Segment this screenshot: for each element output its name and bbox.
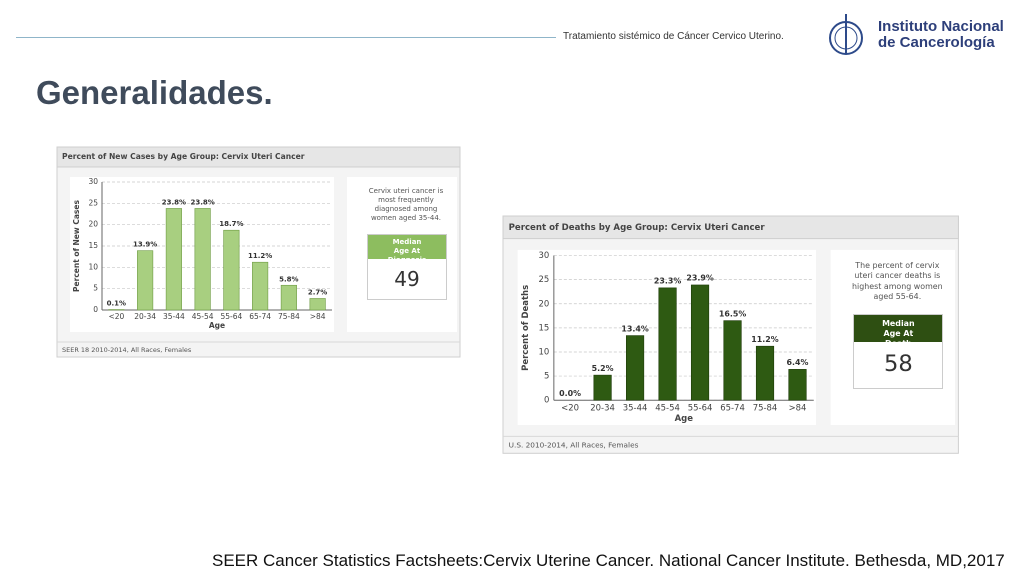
x-axis-label: Age: [675, 413, 694, 423]
y-axis-label: Percent of New Cases: [72, 200, 81, 292]
source-note: U.S. 2010-2014, All Races, Females: [509, 440, 639, 449]
value-label: 11.2%: [248, 252, 272, 260]
value-label: 0.1%: [107, 300, 126, 308]
x-tick-label: 45-54: [655, 403, 680, 413]
value-label: 5.8%: [279, 275, 298, 283]
logo-text: Instituto Nacional de Cancerología: [878, 19, 1004, 51]
bar: [309, 298, 326, 311]
y-tick-label: 10: [539, 346, 550, 356]
value-label: 13.9%: [133, 241, 157, 249]
header-text: Tratamiento sistémico de Cáncer Cervico …: [563, 31, 784, 42]
header-rule: [16, 37, 556, 38]
value-label: 6.4%: [787, 358, 809, 367]
x-tick-label: 20-34: [134, 312, 156, 321]
x-tick-label: 75-84: [278, 312, 300, 321]
note: The percent of cervix uteri cancer death…: [852, 261, 943, 301]
bar: [658, 287, 677, 401]
median-box: Median Age At Death 58: [853, 314, 944, 389]
value-label: 16.5%: [719, 309, 747, 318]
value-label: 0.0%: [559, 389, 581, 398]
value-label: 23.8%: [162, 198, 186, 206]
value-label: 13.4%: [621, 324, 649, 333]
y-tick-label: 30: [88, 177, 98, 186]
bar: [788, 369, 807, 401]
x-tick-label: >84: [310, 312, 326, 321]
bar: [625, 335, 645, 401]
x-tick-label: >84: [789, 403, 807, 413]
y-tick-label: 5: [93, 284, 98, 293]
panel-header: [502, 215, 959, 240]
bar: [165, 208, 182, 311]
median-value: 49: [394, 267, 420, 291]
bar: [194, 208, 211, 311]
x-tick-label: <20: [108, 312, 124, 321]
y-tick-label: 20: [88, 220, 98, 229]
x-axis-label: Age: [209, 321, 225, 330]
note: Cervix uteri cancer is most frequently d…: [368, 187, 444, 222]
y-tick-label: 15: [88, 241, 98, 250]
value-label: 18.7%: [219, 220, 243, 228]
panel-title: Percent of New Cases by Age Group: Cervi…: [62, 152, 305, 161]
median-box: Median Age At Diagnosis 49: [367, 234, 447, 300]
y-tick-label: 15: [539, 322, 550, 332]
value-label: 5.2%: [592, 364, 614, 373]
y-tick-label: 5: [544, 371, 549, 381]
logo-emblem: [829, 14, 863, 55]
bar: [137, 250, 154, 311]
y-tick-label: 0: [93, 305, 98, 314]
x-tick-label: 35-44: [623, 403, 648, 413]
y-axis-label: Percent of Deaths: [520, 285, 530, 371]
value-label: 23.8%: [190, 198, 214, 206]
value-label: 11.2%: [751, 335, 779, 344]
y-tick-label: 25: [88, 198, 98, 207]
median-value: 58: [883, 351, 913, 378]
bar: [723, 320, 742, 401]
x-tick-label: 65-74: [720, 403, 745, 413]
x-tick-label: 55-64: [688, 403, 713, 413]
x-tick-label: 75-84: [753, 403, 778, 413]
median-label: Median Age At Death: [854, 315, 943, 348]
panel-header: [56, 146, 461, 168]
bar: [252, 261, 269, 311]
value-label: 23.3%: [654, 277, 682, 286]
citation: SEER Cancer Statistics Factsheets:Cervix…: [212, 551, 1005, 570]
value-label: 23.9%: [686, 274, 714, 283]
bar: [223, 229, 240, 311]
panel-title: Percent of Deaths by Age Group: Cervix U…: [509, 223, 766, 233]
y-tick-label: 25: [539, 274, 550, 284]
source-note: SEER 18 2010-2014, All Races, Females: [62, 346, 192, 354]
bar: [755, 345, 775, 401]
bar: [690, 284, 710, 401]
median-label: Median Age At Diagnosis: [368, 235, 446, 264]
logo-line: Instituto Nacional: [878, 18, 1004, 35]
x-tick-label: <20: [561, 403, 579, 413]
logo-line: de Cancerología: [878, 34, 995, 51]
bar: [593, 374, 612, 401]
y-tick-label: 30: [539, 250, 550, 260]
value-label: 2.7%: [308, 288, 327, 296]
x-tick-label: 45-54: [192, 312, 214, 321]
y-tick-label: 10: [88, 262, 98, 271]
y-tick-label: 20: [539, 298, 550, 308]
bar: [280, 284, 297, 311]
x-tick-label: 55-64: [220, 312, 242, 321]
y-tick-label: 0: [544, 395, 549, 405]
x-tick-label: 20-34: [590, 403, 615, 413]
slide-title: Generalidades.: [36, 74, 273, 111]
x-tick-label: 35-44: [163, 312, 185, 321]
x-tick-label: 65-74: [249, 312, 271, 321]
